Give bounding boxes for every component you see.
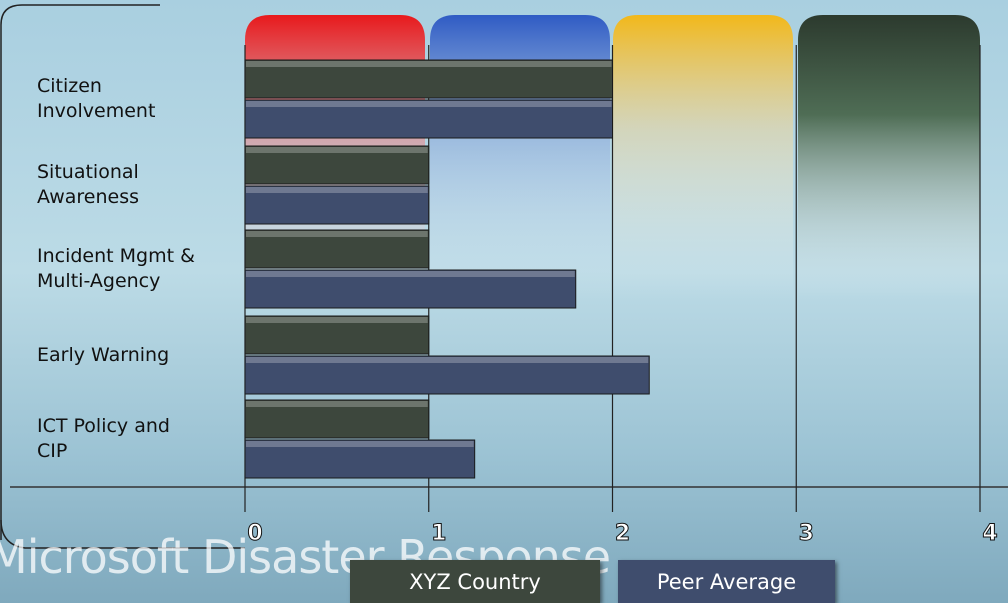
band-header xyxy=(613,15,793,300)
category-label: Incident Mgmt & Multi-Agency xyxy=(37,245,195,292)
bar-highlight xyxy=(246,187,428,193)
bar-highlight xyxy=(246,101,612,107)
bar-highlight xyxy=(246,231,428,237)
bar-highlight xyxy=(246,61,612,67)
bar-highlight xyxy=(246,147,428,153)
frame xyxy=(0,519,245,549)
category-label: Citizen Involvement xyxy=(37,75,156,122)
bar-highlight xyxy=(246,317,428,323)
bar-highlight xyxy=(246,357,649,363)
bar xyxy=(244,99,613,139)
bar xyxy=(244,355,650,395)
bar-highlight xyxy=(246,271,575,277)
x-tick-label: 1 xyxy=(431,521,446,546)
bar xyxy=(244,229,430,269)
frame xyxy=(0,4,160,540)
category-label: Early Warning xyxy=(37,343,170,366)
legend-item: Peer Average xyxy=(618,560,835,603)
bar xyxy=(244,145,430,185)
x-tick-label: 0 xyxy=(247,521,262,546)
bar xyxy=(244,439,476,479)
x-tick-label: 2 xyxy=(615,521,630,546)
bar xyxy=(244,269,577,309)
category-label: Situational Awareness xyxy=(37,161,140,208)
band-header xyxy=(430,15,610,300)
bar xyxy=(244,59,613,99)
x-tick-label: 3 xyxy=(799,521,814,546)
category-label: ICT Policy and CIP xyxy=(37,415,170,462)
band-header xyxy=(798,15,980,300)
legend-item: XYZ Country xyxy=(350,560,600,603)
bar-highlight xyxy=(246,441,474,447)
bar xyxy=(244,399,430,439)
bar xyxy=(244,315,430,355)
bar-highlight xyxy=(246,401,428,407)
x-tick-label: 4 xyxy=(982,521,997,546)
bar xyxy=(244,185,430,225)
